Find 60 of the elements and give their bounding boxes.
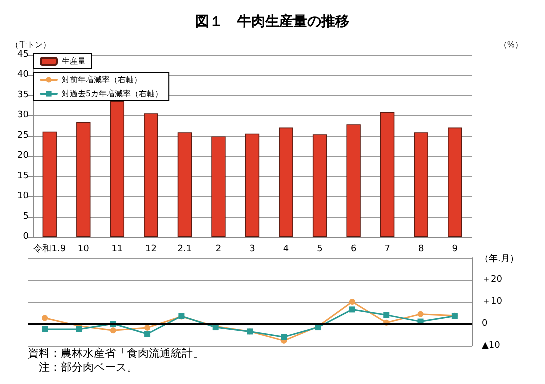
point (349, 299, 356, 305)
point (110, 328, 116, 334)
y-tick-label: 25 (18, 130, 29, 141)
point (418, 311, 424, 318)
bar (144, 114, 158, 237)
chart-title: 図１ 牛肉生産量の推移 (196, 13, 350, 30)
bar (245, 134, 260, 237)
y-tick-label: 30 (18, 110, 30, 121)
x-tick-label: 9 (452, 244, 458, 254)
text: 資料：農林水産省「食肉流通統計」 (28, 347, 204, 360)
x-tick-label: 2 (216, 244, 222, 254)
text: 注：部分肉ベース。 (28, 361, 138, 374)
legend-label: 対前年増減率（右軸） (62, 76, 142, 84)
x-tick-label: 12 (145, 244, 157, 254)
bar (346, 124, 361, 237)
y-tick-label: 20 (18, 151, 30, 162)
point (76, 326, 82, 332)
x-tick-label: 11 (112, 244, 124, 254)
x-tick-label: 3 (250, 244, 256, 254)
x-tick-label: 8 (418, 244, 424, 254)
bar (42, 132, 57, 237)
y-axis-title: （千トン） (11, 40, 51, 50)
text: （%） (499, 40, 524, 50)
x-axis-title: （年.月） (480, 254, 519, 264)
bar (76, 122, 91, 237)
bar (178, 132, 192, 237)
bar (312, 134, 328, 237)
y-tick-label: ▲10 (482, 341, 501, 351)
y-tick-label: 15 (18, 171, 29, 182)
x-tick-label: 7 (384, 244, 390, 254)
bar (448, 128, 462, 237)
point (144, 324, 151, 331)
legend-label: 対過去5カ年増減率（右軸） (62, 90, 164, 98)
x-tick-label: 4 (283, 244, 290, 254)
y-tick-label: 0 (482, 319, 488, 329)
y-tick-label: 10 (18, 192, 30, 202)
x-tick-label: 10 (78, 244, 90, 254)
y-tick-label: 5 (23, 212, 29, 222)
y-tick-label: 35 (18, 90, 29, 100)
y-tick-label: 45 (18, 50, 29, 60)
point (42, 315, 48, 322)
y-tick-label: 40 (18, 70, 30, 80)
point (42, 326, 48, 332)
legend-label: 生産量 (62, 57, 86, 66)
bar (212, 136, 226, 237)
bar (414, 132, 428, 237)
bar (110, 102, 125, 237)
x-tick-label: 5 (317, 244, 323, 254)
point (144, 331, 151, 338)
point (384, 312, 390, 318)
point (349, 306, 356, 313)
x-tick-label: 6 (350, 244, 357, 254)
point (281, 334, 288, 340)
x-tick-label: 令和1.9 (34, 244, 66, 254)
y-tick-label: ＋20 (482, 275, 503, 285)
x-tick-label: 2.1 (178, 244, 192, 254)
bar (279, 128, 294, 237)
bar (380, 112, 395, 237)
y-tick-label: 0 (23, 232, 30, 242)
y-tick-label: ＋10 (482, 297, 503, 307)
